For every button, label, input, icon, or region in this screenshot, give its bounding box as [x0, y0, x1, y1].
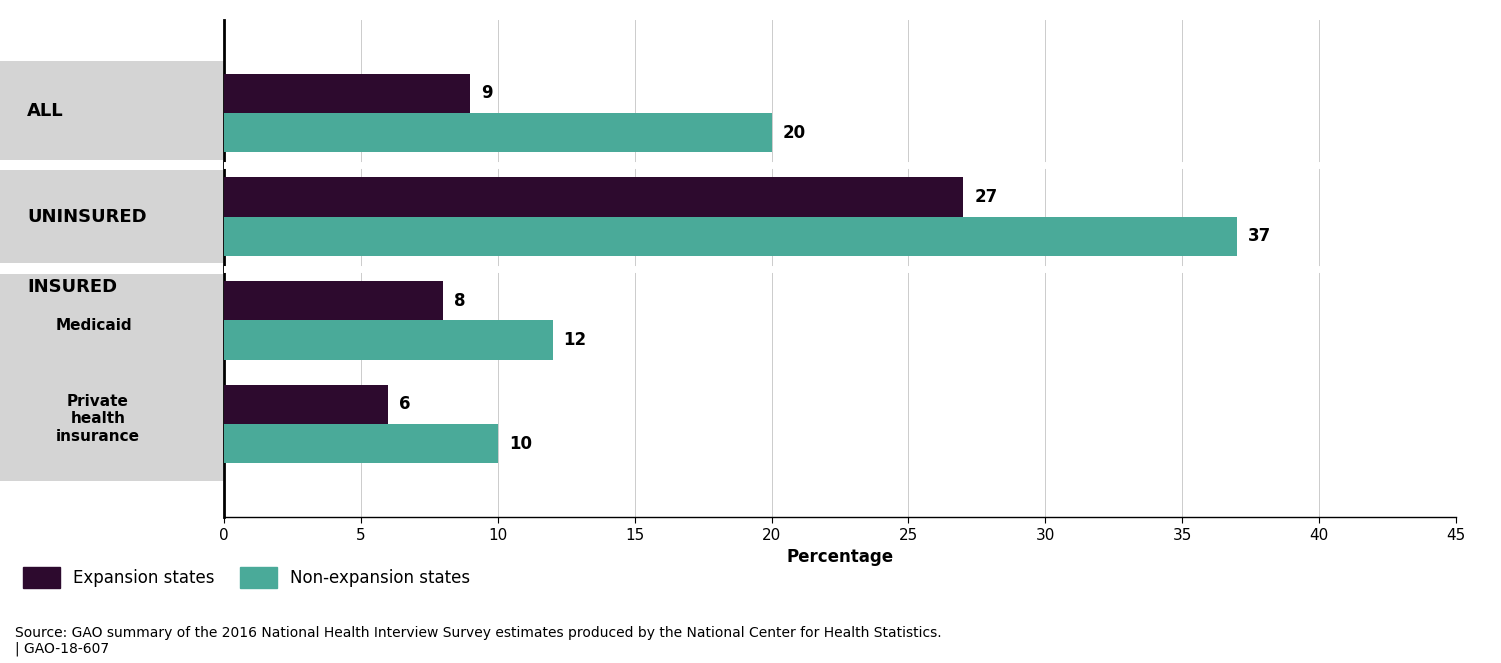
Text: 27: 27: [974, 188, 997, 206]
Text: ALL: ALL: [27, 102, 63, 120]
Text: 9: 9: [482, 84, 492, 103]
Bar: [224, 113, 772, 152]
Bar: [0, 274, 224, 481]
Bar: [224, 281, 443, 320]
Text: 8: 8: [453, 292, 465, 310]
Text: Source: GAO summary of the 2016 National Health Interview Survey estimates produ: Source: GAO summary of the 2016 National…: [15, 626, 941, 656]
Text: Medicaid: Medicaid: [56, 318, 132, 333]
Bar: [224, 217, 1237, 256]
Text: 37: 37: [1247, 227, 1271, 245]
Bar: [224, 385, 389, 424]
Text: 20: 20: [782, 124, 806, 142]
Bar: [0, 170, 224, 263]
Text: UNINSURED: UNINSURED: [27, 208, 147, 225]
Text: INSURED: INSURED: [27, 278, 117, 296]
Text: 12: 12: [563, 331, 587, 349]
Bar: [0, 61, 224, 160]
Bar: [224, 177, 964, 217]
Text: 6: 6: [399, 395, 411, 413]
X-axis label: Percentage: Percentage: [787, 548, 893, 566]
Text: Private
health
insurance: Private health insurance: [56, 394, 140, 444]
Text: 10: 10: [509, 434, 531, 453]
Bar: [224, 424, 498, 463]
Bar: [224, 74, 470, 113]
Bar: [224, 320, 552, 359]
Legend: Expansion states, Non-expansion states: Expansion states, Non-expansion states: [24, 567, 470, 588]
